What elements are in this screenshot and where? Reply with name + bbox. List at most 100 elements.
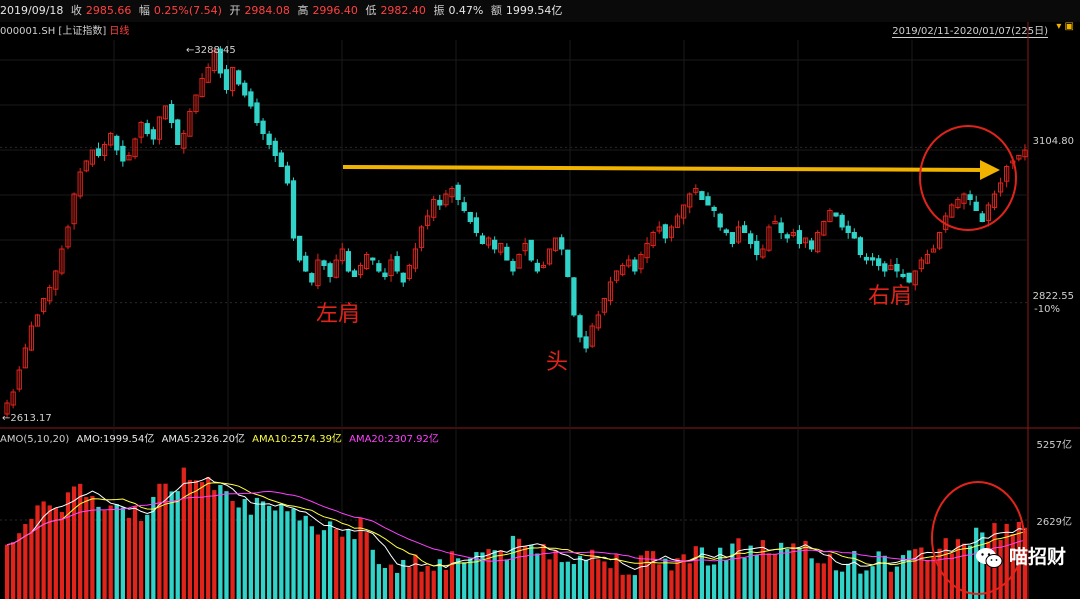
- candle-body: [71, 193, 77, 225]
- chart-grid: [0, 22, 1080, 599]
- volume-bar: [455, 558, 461, 599]
- date-range-selector[interactable]: 2019/02/11-2020/01/07(225日): [892, 22, 1048, 38]
- volume-bar: [547, 559, 552, 599]
- high-value: 2996.40: [312, 4, 358, 17]
- period-label[interactable]: 日线: [109, 26, 130, 37]
- candle-body: [821, 221, 827, 236]
- volume-bar: [425, 565, 430, 599]
- volume-bar: [809, 558, 814, 599]
- volume-bar: [644, 550, 650, 599]
- candle-body: [815, 232, 821, 253]
- candle-body: [266, 133, 272, 146]
- change-value: 0.25%(7.54): [153, 4, 222, 17]
- candle-body: [796, 230, 803, 245]
- candle-body: [528, 239, 534, 261]
- candle-body: [516, 254, 522, 269]
- watermark-text: 喵招财: [1008, 546, 1066, 568]
- candle-body: [236, 70, 242, 85]
- volume-bar: [687, 563, 692, 599]
- symbol-name: [上证指数]: [58, 26, 107, 37]
- symbol-header: 000001.SH [上证指数] 日线: [0, 22, 129, 37]
- candle-body: [406, 265, 412, 279]
- candle-body: [296, 235, 303, 261]
- candle-body: [473, 217, 480, 234]
- candle-body: [717, 213, 723, 228]
- candle-body: [132, 138, 138, 158]
- volume-bar: [748, 545, 753, 599]
- volume-bar: [571, 564, 577, 599]
- volume-bar: [376, 564, 381, 599]
- volume-bar: [699, 547, 705, 599]
- volume-bar: [724, 560, 729, 599]
- arrow-left-icon: ←: [186, 45, 195, 56]
- candle-body: [680, 204, 687, 219]
- candle-body: [882, 263, 888, 272]
- candle-body: [187, 111, 193, 137]
- candle-body: [309, 273, 315, 283]
- candle-body: [272, 140, 278, 157]
- candle-body: [741, 225, 748, 234]
- range-controls[interactable]: ▾ ▣: [1056, 21, 1074, 32]
- candle-body: [333, 259, 339, 278]
- volume-bar: [218, 485, 223, 599]
- volume-bar: [199, 482, 205, 599]
- volume-bar: [297, 520, 302, 599]
- candle-body: [205, 67, 211, 83]
- candle-body: [77, 171, 83, 197]
- candle-body: [851, 231, 857, 239]
- volume-bar: [364, 532, 369, 599]
- volume-bar: [821, 563, 826, 599]
- volume-bar: [132, 506, 138, 599]
- volume-bar: [602, 561, 607, 599]
- candle-body: [120, 145, 126, 162]
- candle-body: [900, 273, 906, 278]
- volume-bar: [175, 491, 180, 599]
- change-label: 幅: [138, 4, 150, 17]
- candle-body: [559, 237, 565, 250]
- candle-body: [126, 155, 132, 161]
- ama5-value: AMA5:2326.20亿: [161, 434, 245, 445]
- volume-bar: [291, 508, 296, 599]
- candle-body: [376, 263, 382, 272]
- candle-body: [863, 256, 870, 261]
- candle-body: [674, 215, 681, 228]
- chevron-down-icon[interactable]: ▾: [1056, 21, 1062, 32]
- candle-body: [1004, 166, 1010, 182]
- candle-body: [723, 229, 729, 234]
- candle-body: [760, 248, 766, 258]
- low-value: 2982.40: [380, 4, 426, 17]
- volume-bar: [919, 547, 924, 599]
- lock-icon[interactable]: ▣: [1064, 21, 1074, 32]
- volume-bar: [669, 570, 674, 599]
- price-axis-upper: 3104.80: [1032, 136, 1074, 147]
- candle-body: [504, 246, 510, 261]
- candle-body: [924, 254, 931, 264]
- candlestick-series: [4, 46, 1028, 418]
- candle-body: [894, 263, 900, 272]
- volume-bar: [766, 553, 772, 599]
- candle-body: [644, 243, 650, 259]
- volume-bar: [492, 550, 497, 599]
- volume-bar: [145, 514, 150, 599]
- volume-bar: [559, 562, 564, 599]
- candle-body: [175, 119, 181, 146]
- volume-bar: [864, 570, 869, 599]
- candle-body: [345, 251, 352, 272]
- amplitude-value: 0.47%: [448, 4, 484, 17]
- candle-body: [400, 272, 406, 283]
- volume-bar: [71, 486, 77, 599]
- candle-body: [28, 325, 35, 351]
- volume-bar: [120, 507, 125, 599]
- volume-axis-upper: 5257亿: [1036, 440, 1072, 451]
- volume-bar: [273, 510, 278, 599]
- candle-body: [601, 298, 608, 313]
- volume-axis-mid: 2629亿: [1036, 517, 1072, 528]
- candle-body: [424, 215, 431, 226]
- watermark: 喵招财: [975, 542, 1066, 569]
- close-label: 收: [70, 4, 82, 17]
- volume-bar: [443, 569, 449, 599]
- volume-bar: [303, 515, 308, 599]
- volume-bar: [53, 507, 58, 599]
- volume-bar: [248, 514, 253, 599]
